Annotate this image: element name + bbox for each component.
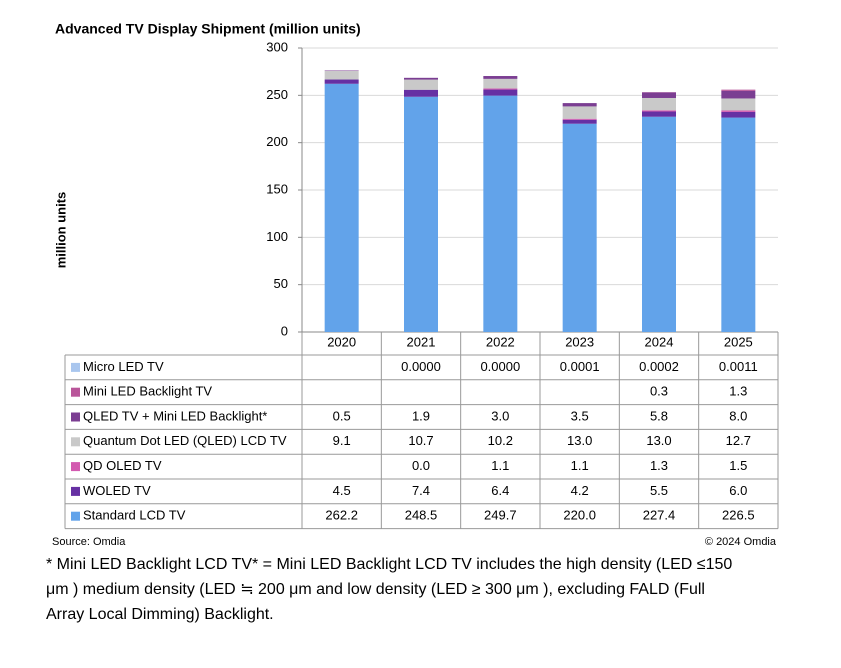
y-tick-label: 300 [266,39,288,54]
table-value: 8.0 [729,408,747,423]
table-value: 6.4 [491,483,509,498]
table-value: 13.0 [646,433,671,448]
table-value: 0.3 [650,384,668,399]
legend-swatch [71,462,80,472]
table-value: 0.0002 [639,359,679,374]
table-value: 1.1 [491,458,509,473]
bar-segment [404,89,438,97]
legend-swatch [71,362,80,372]
bar-segment [324,70,359,80]
bar-segment [721,117,756,332]
table-value: 220.0 [563,508,596,523]
table-value: 0.0001 [560,359,600,374]
x-tick-label: 2025 [724,334,753,349]
bar-segment [562,103,597,107]
bar-segment [721,111,756,118]
table-value: 3.5 [571,408,589,423]
bar-segment [404,77,438,80]
bar-segment [562,123,597,332]
table-value: 10.7 [408,433,433,448]
source: Source: Omdia [52,536,126,548]
bar-segment [324,83,359,332]
y-tick-label: 250 [266,87,288,102]
table-value: 0.0011 [719,359,758,374]
table-value: 0.0000 [480,359,520,374]
y-tick-label: 100 [266,229,288,244]
table-value: 5.8 [650,408,668,423]
table-value: 9.1 [333,433,351,448]
bar-segment [642,97,676,111]
bar-segment [642,92,676,98]
table-value: 6.0 [729,483,747,498]
table-value: 1.3 [729,384,747,399]
bar-segment [721,89,756,91]
table-value: 13.0 [567,433,592,448]
legend-label: Quantum Dot LED (QLED) LCD TV [83,433,287,448]
y-tick-label: 200 [266,134,288,149]
legend-label: WOLED TV [83,483,151,498]
bar-segment [483,89,518,96]
y-axis-label: million units [53,192,68,269]
table-value: 10.2 [488,433,513,448]
bar-segment [324,79,359,84]
table-value: 248.5 [405,508,438,523]
bar-segment [721,90,756,99]
table-value: 4.5 [333,483,351,498]
x-tick-label: 2020 [327,334,356,349]
table-value: 227.4 [643,508,676,523]
table-value: 249.7 [484,508,517,523]
x-tick-label: 2022 [486,334,515,349]
table-value: 0.5 [333,408,351,423]
legend-swatch [71,437,80,447]
copyright: © 2024 Omdia [705,536,777,548]
legend-label: QLED TV + Mini LED Backlight* [83,408,267,423]
bar-segment [562,119,597,124]
legend-swatch [71,486,80,496]
table-value: 1.5 [729,458,747,473]
y-tick-label: 150 [266,181,288,196]
table-value: 5.5 [650,483,668,498]
legend-label: QD OLED TV [83,458,162,473]
bar-segment [642,116,676,332]
legend-swatch [71,511,80,521]
bar-segment [483,78,518,89]
bar-segment [721,98,756,111]
x-tick-label: 2021 [407,334,436,349]
legend-swatch [71,412,80,422]
table-value: 1.3 [650,458,668,473]
table-value: 0.0 [412,458,430,473]
x-tick-label: 2023 [565,334,594,349]
legend-label: Micro LED TV [83,359,164,374]
bar-segment [642,110,676,112]
table-value: 4.2 [571,483,589,498]
table-value: 0.0000 [401,359,441,374]
legend-label: Standard LCD TV [83,508,186,523]
bar-segment [562,118,597,120]
bar-segment [562,106,597,119]
bar-segment [642,111,676,117]
table-value: 1.9 [412,408,430,423]
legend-label: Mini LED Backlight TV [83,384,212,399]
table-value: 226.5 [722,508,755,523]
bar-segment [721,110,756,112]
table-value: 3.0 [491,408,509,423]
y-tick-label: 0 [281,323,288,338]
table-value: 7.4 [412,483,430,498]
bar-segment [483,76,518,79]
table-value: 262.2 [325,508,358,523]
bar-segment [404,96,438,333]
table-value: 12.7 [726,433,751,448]
x-tick-label: 2024 [645,334,674,349]
legend-swatch [71,387,80,397]
chart-title: Advanced TV Display Shipment (million un… [55,21,361,37]
table-value: 1.1 [571,458,589,473]
bar-segment [404,79,438,90]
footnote: * Mini LED Backlight LCD TV* = Mini LED … [46,556,733,623]
y-tick-label: 50 [274,276,288,291]
bar-segment [483,88,518,90]
bar-segment [483,95,518,332]
